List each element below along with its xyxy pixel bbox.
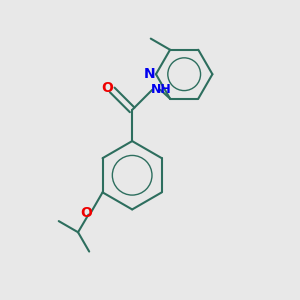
Text: NH: NH [151,82,171,95]
Text: N: N [144,67,156,81]
Text: O: O [101,81,113,95]
Text: O: O [80,206,92,220]
